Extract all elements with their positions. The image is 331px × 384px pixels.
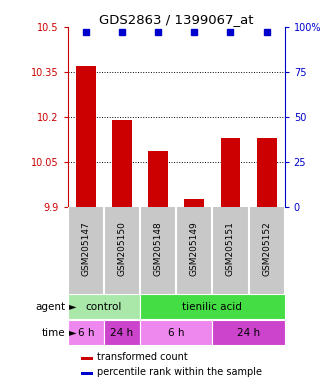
Title: GDS2863 / 1399067_at: GDS2863 / 1399067_at [99,13,254,26]
Bar [81,372,93,375]
Text: GSM205148: GSM205148 [154,221,163,276]
Text: time: time [42,328,66,338]
Text: ►: ► [69,328,76,338]
Bar [140,320,213,345]
Bar [81,357,93,360]
Bar [104,320,140,345]
Bar [184,199,204,207]
Text: 24 h: 24 h [237,328,260,338]
Text: 24 h: 24 h [111,328,134,338]
Text: control: control [86,301,122,311]
Text: ►: ► [69,301,76,311]
Bar [213,320,285,345]
Text: agent: agent [35,301,66,311]
Bar [112,120,132,207]
Text: transformed count: transformed count [97,352,188,362]
Bar [68,294,140,319]
Text: GSM205152: GSM205152 [262,221,271,276]
Text: 6 h: 6 h [168,328,184,338]
Bar [220,138,240,207]
Bar [148,151,168,207]
Text: tienilic acid: tienilic acid [182,301,242,311]
Bar [257,138,276,207]
Text: GSM205151: GSM205151 [226,221,235,276]
Bar [76,66,96,207]
Text: 6 h: 6 h [78,328,94,338]
Text: GSM205150: GSM205150 [118,221,126,276]
Text: GSM205149: GSM205149 [190,221,199,276]
Bar [68,320,104,345]
Text: percentile rank within the sample: percentile rank within the sample [97,367,262,377]
Text: GSM205147: GSM205147 [81,221,90,276]
Bar [140,294,285,319]
